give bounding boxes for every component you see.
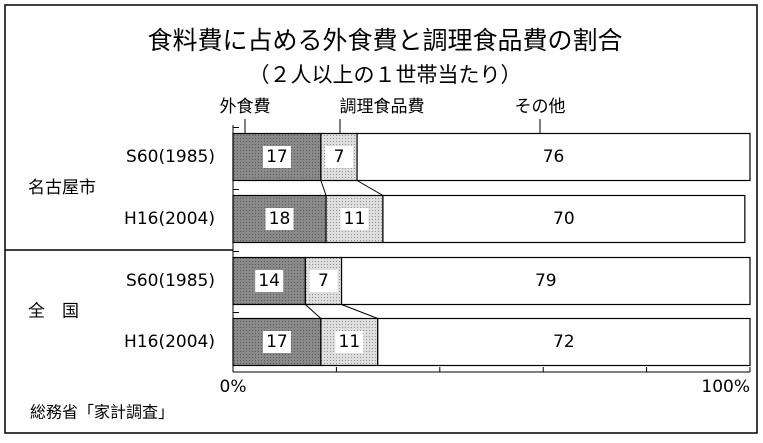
bar-segment [382,194,746,244]
value-label-box [262,146,291,168]
group-label: 名古屋市 [28,178,96,198]
chart-subtitle: （２人以上の１世帯当たり） [249,63,522,87]
value-label: 18 [269,209,291,229]
connector [341,304,378,319]
category-label: H16(2004) [124,332,215,352]
value-label: 11 [339,332,361,352]
bar-segment [356,132,751,182]
connector [320,180,327,196]
connector [356,180,384,196]
value-label-box [340,208,369,230]
value-label-box [262,331,291,353]
legend-label: 調理食品費 [340,97,425,117]
value-label: 76 [543,147,565,167]
x-tick-label: 100% [701,377,750,397]
chart-title: 食料費に占める外食費と調理食品費の割合 [147,26,622,55]
bar-segment [377,317,751,367]
bar-segment [340,256,751,306]
value-label: 79 [535,271,557,291]
value-label: 14 [258,271,280,291]
legend-label: 外食費 [220,97,271,117]
value-label-box [335,331,364,353]
source: 総務省「家計調査」 [30,403,174,422]
value-label-box [324,146,353,168]
category-label: S60(1985) [126,147,215,167]
value-label-box [309,270,338,292]
value-label: 17 [266,147,288,167]
category-label: S60(1985) [126,271,215,291]
value-label: 7 [318,271,329,291]
x-tick-label: 0% [220,377,247,397]
connector [305,304,322,319]
group-label: 全 国 [28,302,79,322]
value-label: 70 [553,209,575,229]
value-label: 7 [334,147,345,167]
value-label-box [255,270,284,292]
category-label: H16(2004) [124,209,215,229]
value-label: 17 [266,332,288,352]
value-label: 11 [344,209,366,229]
value-label-box [265,208,294,230]
value-label: 72 [553,332,575,352]
legend-label: その他 [515,97,566,117]
